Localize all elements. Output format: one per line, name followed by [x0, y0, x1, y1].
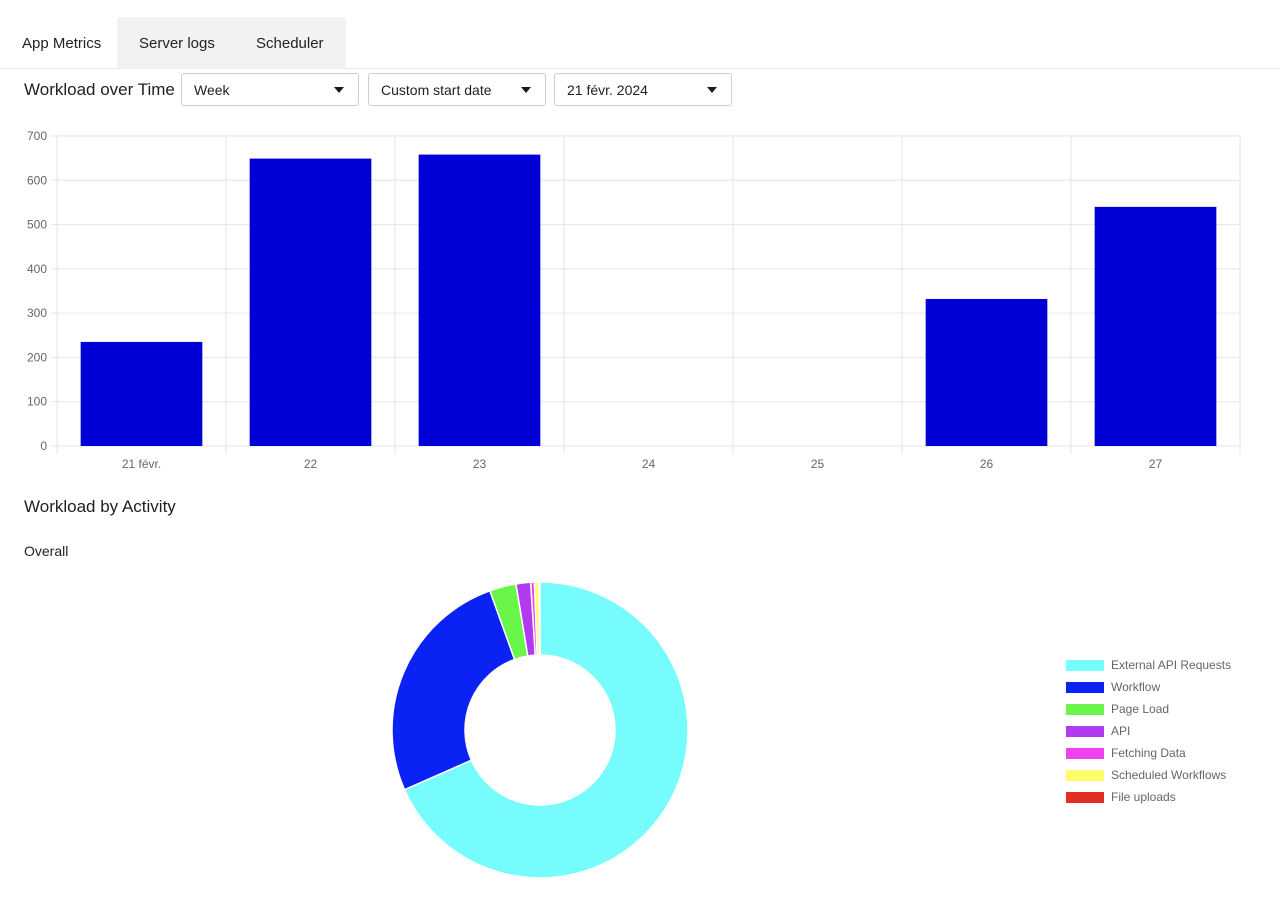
- bar: [418, 154, 541, 446]
- start-mode-select[interactable]: Custom start date: [368, 73, 546, 106]
- start-mode-select-value: Custom start date: [381, 82, 492, 98]
- legend-label: Scheduled Workflows: [1111, 768, 1227, 782]
- legend-swatch: [1066, 748, 1104, 759]
- legend-label: File uploads: [1111, 790, 1176, 804]
- legend-swatch: [1066, 660, 1104, 671]
- bar: [925, 298, 1048, 446]
- legend-label: Page Load: [1111, 702, 1170, 716]
- workload-bar-chart: 0 100 200 300 400 500 600 700 21 févr. 22 23 24 25 26…: [27, 129, 1241, 471]
- y-tick-label: 600: [27, 173, 47, 187]
- tab-app-metrics[interactable]: App Metrics: [22, 35, 102, 52]
- donut-slice: [391, 589, 516, 791]
- tab-server-logs[interactable]: Server logs: [139, 35, 215, 52]
- legend-label: API: [1111, 724, 1131, 738]
- period-select[interactable]: Week: [181, 73, 359, 106]
- caret-down-icon: [521, 87, 531, 93]
- caret-down-icon: [707, 87, 717, 93]
- x-tick-label: 26: [980, 457, 994, 471]
- y-tick-label: 300: [27, 306, 47, 320]
- y-tick-label: 500: [27, 218, 47, 232]
- caret-down-icon: [334, 87, 344, 93]
- x-tick-label: 25: [811, 457, 825, 471]
- workload-over-time-title: Workload over Time: [24, 80, 175, 99]
- legend-swatch: [1066, 792, 1104, 803]
- bar: [80, 341, 203, 446]
- donut-slice: [538, 581, 541, 656]
- legend-swatch: [1066, 770, 1104, 781]
- x-tick-label: 23: [473, 457, 487, 471]
- tabs-divider: [0, 68, 1280, 69]
- y-tick-label: 700: [27, 129, 47, 143]
- y-tick-label: 400: [27, 262, 47, 276]
- x-tick-label: 24: [642, 457, 656, 471]
- workload-donut-chart: [391, 581, 689, 879]
- legend-label: Workflow: [1111, 680, 1161, 694]
- y-tick-label: 0: [40, 439, 47, 453]
- start-date-select[interactable]: 21 févr. 2024: [554, 73, 732, 106]
- workload-by-activity-title: Workload by Activity: [24, 497, 176, 516]
- overall-subtitle: Overall: [24, 543, 69, 559]
- x-tick-label: 22: [304, 457, 318, 471]
- legend-label: External API Requests: [1111, 658, 1232, 672]
- bar: [1094, 206, 1217, 446]
- legend-swatch: [1066, 682, 1104, 693]
- inactive-tabs-background: [117, 17, 346, 69]
- legend-swatch: [1066, 704, 1104, 715]
- x-tick-label: 21 févr.: [122, 457, 161, 471]
- y-tick-label: 200: [27, 350, 47, 364]
- y-tick-label: 100: [27, 395, 47, 409]
- legend-swatch: [1066, 726, 1104, 737]
- tab-scheduler[interactable]: Scheduler: [256, 35, 324, 52]
- x-tick-label: 27: [1149, 457, 1163, 471]
- legend-label: Fetching Data: [1111, 746, 1186, 760]
- period-select-value: Week: [194, 82, 230, 98]
- start-date-select-value: 21 févr. 2024: [567, 82, 648, 98]
- donut-slice: [403, 581, 689, 879]
- bar: [249, 158, 372, 447]
